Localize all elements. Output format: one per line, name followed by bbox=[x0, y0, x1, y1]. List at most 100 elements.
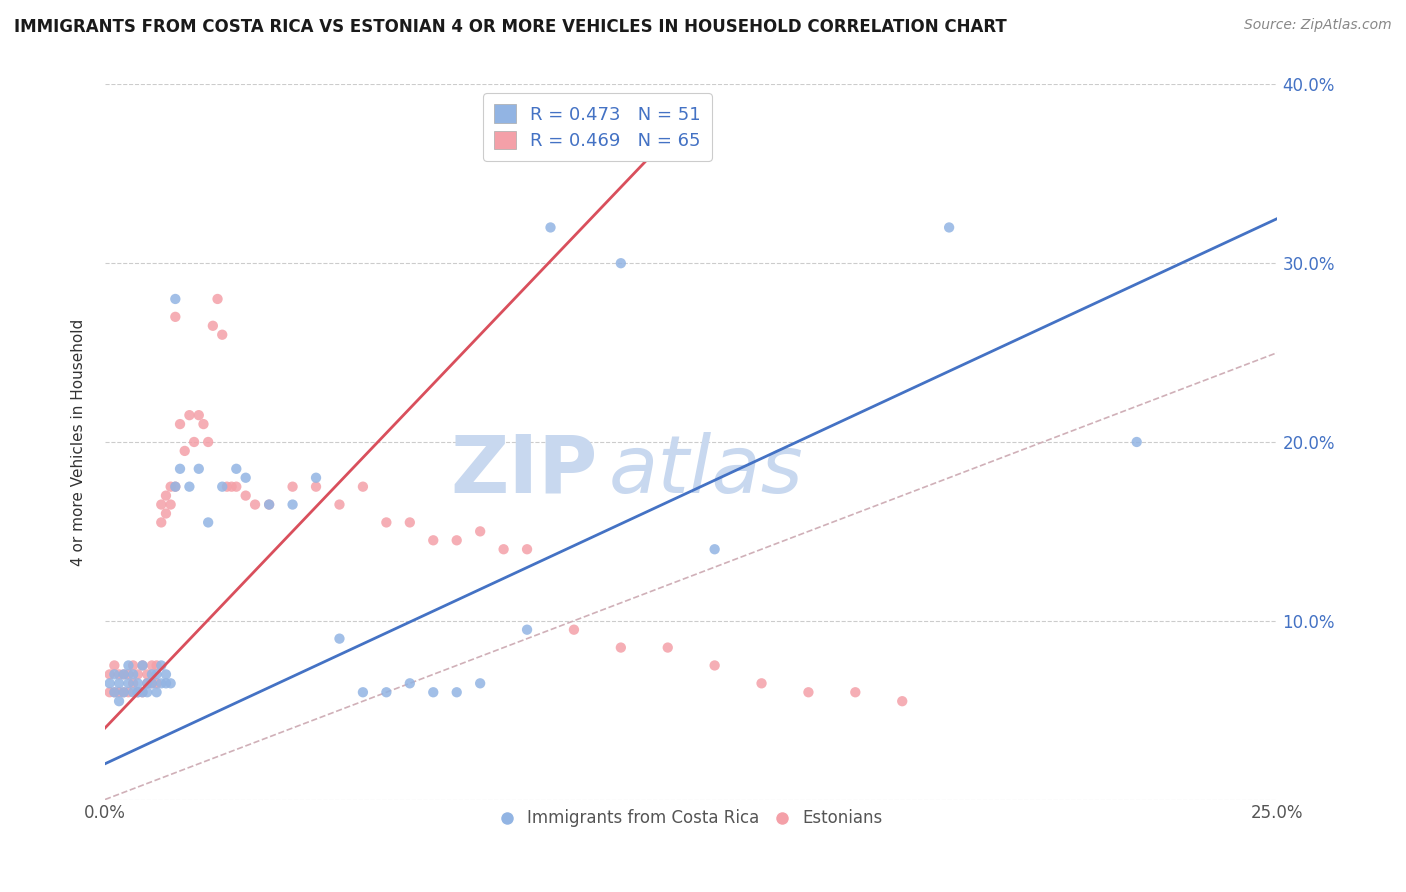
Point bbox=[112, 685, 135, 699]
Point bbox=[98, 685, 121, 699]
Point bbox=[844, 685, 866, 699]
Point bbox=[159, 498, 181, 512]
Point bbox=[703, 658, 725, 673]
Point bbox=[165, 480, 187, 494]
Point bbox=[703, 542, 725, 557]
Point bbox=[422, 685, 444, 699]
Point bbox=[159, 676, 181, 690]
Point bbox=[235, 489, 257, 503]
Point bbox=[122, 658, 145, 673]
Point bbox=[221, 480, 243, 494]
Point bbox=[938, 220, 960, 235]
Point bbox=[257, 498, 280, 512]
Point bbox=[352, 685, 374, 699]
Point bbox=[516, 623, 538, 637]
Point bbox=[131, 685, 153, 699]
Point bbox=[375, 685, 398, 699]
Point bbox=[108, 685, 131, 699]
Point bbox=[141, 658, 163, 673]
Point bbox=[610, 640, 633, 655]
Point bbox=[131, 685, 153, 699]
Text: atlas: atlas bbox=[609, 432, 804, 509]
Point bbox=[145, 658, 167, 673]
Point bbox=[179, 408, 201, 422]
Point bbox=[136, 676, 159, 690]
Point bbox=[657, 640, 679, 655]
Point bbox=[797, 685, 820, 699]
Point bbox=[225, 462, 247, 476]
Point bbox=[150, 516, 173, 530]
Point bbox=[446, 685, 468, 699]
Point bbox=[112, 667, 135, 681]
Point bbox=[305, 480, 328, 494]
Point bbox=[127, 685, 149, 699]
Point bbox=[103, 685, 125, 699]
Point bbox=[127, 685, 149, 699]
Point bbox=[610, 256, 633, 270]
Y-axis label: 4 or more Vehicles in Household: 4 or more Vehicles in Household bbox=[72, 318, 86, 566]
Point bbox=[281, 480, 304, 494]
Point bbox=[165, 310, 187, 324]
Point bbox=[131, 658, 153, 673]
Text: IMMIGRANTS FROM COSTA RICA VS ESTONIAN 4 OR MORE VEHICLES IN HOUSEHOLD CORRELATI: IMMIGRANTS FROM COSTA RICA VS ESTONIAN 4… bbox=[14, 18, 1007, 36]
Point bbox=[187, 408, 209, 422]
Point bbox=[150, 498, 173, 512]
Point bbox=[155, 489, 177, 503]
Point bbox=[193, 417, 215, 431]
Point bbox=[141, 667, 163, 681]
Point bbox=[183, 434, 205, 449]
Point bbox=[136, 676, 159, 690]
Point bbox=[169, 417, 191, 431]
Point bbox=[108, 694, 131, 708]
Point bbox=[179, 480, 201, 494]
Point bbox=[398, 516, 420, 530]
Point bbox=[98, 676, 121, 690]
Point bbox=[207, 292, 229, 306]
Point bbox=[165, 292, 187, 306]
Point bbox=[562, 623, 585, 637]
Point bbox=[127, 676, 149, 690]
Point bbox=[197, 434, 219, 449]
Point bbox=[328, 498, 350, 512]
Point bbox=[352, 480, 374, 494]
Point bbox=[891, 694, 914, 708]
Point bbox=[141, 676, 163, 690]
Point bbox=[751, 676, 773, 690]
Point bbox=[112, 667, 135, 681]
Point bbox=[112, 685, 135, 699]
Point bbox=[136, 667, 159, 681]
Point bbox=[211, 327, 233, 342]
Point bbox=[145, 667, 167, 681]
Point bbox=[155, 676, 177, 690]
Point bbox=[155, 507, 177, 521]
Point bbox=[446, 533, 468, 548]
Point bbox=[305, 471, 328, 485]
Point bbox=[398, 676, 420, 690]
Point bbox=[257, 498, 280, 512]
Point bbox=[122, 667, 145, 681]
Point bbox=[103, 667, 125, 681]
Point bbox=[117, 658, 139, 673]
Point bbox=[470, 524, 492, 539]
Point bbox=[187, 462, 209, 476]
Point bbox=[122, 685, 145, 699]
Point bbox=[103, 658, 125, 673]
Point bbox=[281, 498, 304, 512]
Point bbox=[150, 658, 173, 673]
Point bbox=[136, 685, 159, 699]
Point bbox=[540, 220, 562, 235]
Point bbox=[117, 676, 139, 690]
Point bbox=[131, 658, 153, 673]
Point bbox=[215, 480, 238, 494]
Point bbox=[98, 667, 121, 681]
Point bbox=[197, 516, 219, 530]
Point bbox=[235, 471, 257, 485]
Text: ZIP: ZIP bbox=[450, 432, 598, 509]
Point bbox=[516, 542, 538, 557]
Point bbox=[470, 676, 492, 690]
Point bbox=[127, 667, 149, 681]
Point bbox=[492, 542, 515, 557]
Point bbox=[211, 480, 233, 494]
Point bbox=[141, 676, 163, 690]
Point bbox=[375, 516, 398, 530]
